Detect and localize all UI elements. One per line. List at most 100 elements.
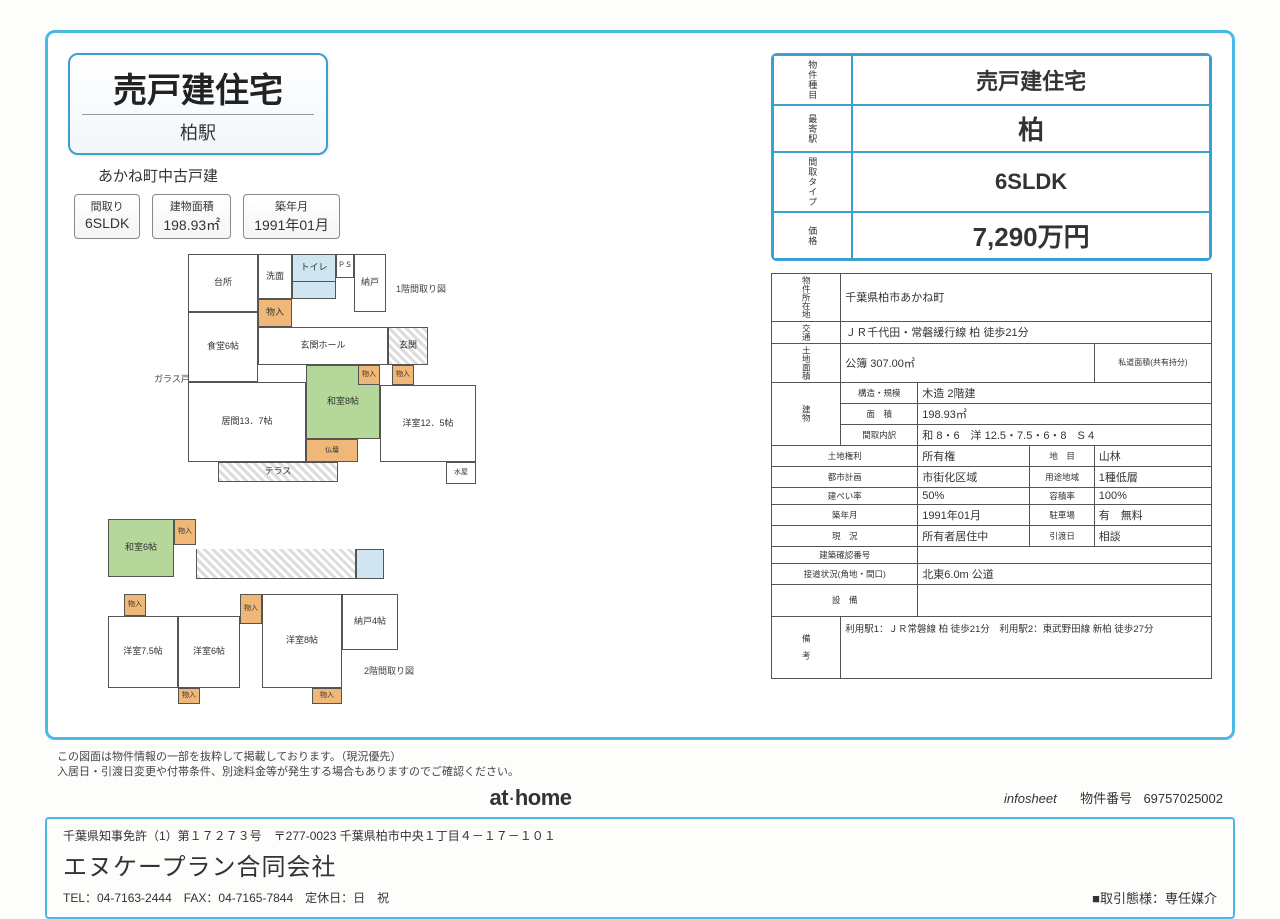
dv: [918, 584, 1212, 616]
dh-building: 建物: [772, 382, 841, 445]
main-frame: 売戸建住宅 柏駅 あかね町中古戸建 間取り 6SLDK 建物面積 198.93㎡…: [45, 30, 1235, 740]
spec-building-area: 建物面積 198.93㎡: [152, 194, 231, 239]
dv: 1991年01月: [918, 504, 1030, 525]
dh: 地 目: [1030, 445, 1094, 466]
dv: 100%: [1094, 487, 1211, 504]
room-storage-2f-d: 物入: [178, 688, 200, 704]
summary-label: 価格: [773, 212, 852, 259]
detail-access: ＪＲ千代田・常磐緩行線 柏 徒歩21分: [841, 321, 1212, 343]
room-kitchen: 台所: [188, 254, 258, 312]
dh-structure: 構造・規模: [841, 382, 918, 403]
floorplan-1f-label: 1階間取り図: [396, 282, 446, 295]
dv: 山林: [1094, 445, 1211, 466]
spec-value: 198.93㎡: [163, 215, 220, 235]
company-block: 千葉県知事免許（1）第１７２７３号 〒277-0023 千葉県柏市中央１丁目４－…: [63, 827, 556, 907]
dh: 現 況: [772, 525, 918, 546]
spec-floorplan: 間取り 6SLDK: [74, 194, 140, 239]
dv: 市街化区域: [918, 466, 1030, 487]
spec-built: 築年月 1991年01月: [243, 194, 340, 239]
room-genkan: 玄関: [388, 327, 428, 365]
left-column: 売戸建住宅 柏駅 あかね町中古戸建 間取り 6SLDK 建物面積 198.93㎡…: [68, 53, 751, 717]
dv: 相談: [1094, 525, 1211, 546]
spec-label: 建物面積: [163, 198, 220, 214]
glass-door-label: ガラス戸: [154, 372, 190, 385]
right-column: 物件種目 売戸建住宅 最寄駅 柏 間取タイプ 6SLDK 価格 7,290万円 …: [771, 53, 1212, 717]
floorplan-2f-label: 2階間取り図: [364, 664, 414, 677]
listing-number-label: 物件番号: [1080, 791, 1132, 806]
station-title: 柏駅: [82, 119, 314, 145]
room-storage-2f-b: 物入: [124, 594, 146, 616]
room-west8: 洋室8帖: [262, 594, 342, 688]
brand-logo: at·home: [489, 785, 571, 811]
room-storage-2f-a: 物入: [174, 519, 196, 545]
room-west75: 洋室7.5帖: [108, 616, 178, 688]
infosheet-block: infosheet 物件番号 69757025002: [1004, 788, 1223, 807]
dh: 設 備: [772, 584, 918, 616]
room-west6: 洋室6帖: [178, 616, 240, 688]
dv: 所有権: [918, 445, 1030, 466]
room-storage-2f-c: 物入: [240, 594, 262, 624]
room-mizuya: 水屋: [446, 462, 476, 484]
dh-floor-area: 面 積: [841, 403, 918, 424]
company-license: 千葉県知事免許（1）第１７２７３号 〒277-0023 千葉県柏市中央１丁目４－…: [63, 827, 556, 846]
spec-value: 6SLDK: [85, 215, 129, 231]
room-storage-1f-a: 物入: [258, 299, 292, 327]
disclaimer-line1: この図面は物件情報の一部を抜粋して掲載しております。（現況優先）: [57, 750, 1235, 765]
dh: 用途地域: [1030, 466, 1094, 487]
detail-table: 物件所在地 千葉県柏市あかね町 交通 ＪＲ千代田・常磐緩行線 柏 徒歩21分 土…: [771, 273, 1212, 679]
dh: 引渡日: [1030, 525, 1094, 546]
dh: 都市計画: [772, 466, 918, 487]
dv: 1種低層: [1094, 466, 1211, 487]
room-wash: 洗面: [258, 254, 292, 299]
detail-land-area: 公簿 307.00㎡: [841, 343, 1095, 382]
dh: 接道状況(角地・間口): [772, 563, 918, 584]
room-terrace: テラス: [218, 462, 338, 482]
detail-structure: 木造 2階建: [918, 382, 1212, 403]
dh-land: 土地面積: [772, 343, 841, 382]
company-name: エヌケープラン合同会社: [63, 849, 556, 886]
wc-2f: [356, 549, 384, 579]
dv: 北東6.0m 公道: [918, 563, 1212, 584]
dh: 土地権利: [772, 445, 918, 466]
dh-location: 物件所在地: [772, 274, 841, 322]
summary-value-layout: 6SLDK: [852, 152, 1210, 212]
room-wc: トイレ: [292, 254, 336, 282]
spec-row: 間取り 6SLDK 建物面積 198.93㎡ 築年月 1991年01月: [74, 194, 751, 239]
spec-label: 間取り: [85, 198, 129, 214]
dh: 容積率: [1030, 487, 1094, 504]
room-dining: 食堂6帖: [188, 312, 258, 382]
room-tatami6: 和室6帖: [108, 519, 174, 577]
dh: 建築確認番号: [772, 546, 918, 563]
spec-value: 1991年01月: [254, 215, 329, 235]
transaction-type: ■取引態様：専任媒介: [1092, 888, 1217, 907]
summary-value-type: 売戸建住宅: [852, 55, 1210, 105]
room-living: 居間13．7帖: [188, 382, 306, 462]
mid-row: at·home infosheet 物件番号 69757025002: [45, 785, 1235, 817]
room-nando4: 納戸4帖: [342, 594, 398, 650]
dv: [918, 546, 1212, 563]
detail-layout: 和 8・6 洋 12.5・7.5・6・8 S 4: [918, 424, 1212, 445]
dh-remarks: 備 考: [772, 616, 841, 678]
summary-label: 最寄駅: [773, 105, 852, 152]
dh: 建ぺい率: [772, 487, 918, 504]
dh: 駐車場: [1030, 504, 1094, 525]
company-contact: TEL：04-7163-2444 FAX：04-7165-7844 定休日：日 …: [63, 889, 556, 908]
dv: 50%: [918, 487, 1030, 504]
summary-table: 物件種目 売戸建住宅 最寄駅 柏 間取タイプ 6SLDK 価格 7,290万円: [771, 53, 1212, 261]
room-nando: 納戸: [354, 254, 386, 312]
property-type-title: 売戸建住宅: [82, 63, 314, 115]
listing-number: 69757025002: [1143, 791, 1223, 806]
dv: 所有者居住中: [918, 525, 1030, 546]
infosheet-label: infosheet: [1004, 791, 1057, 806]
subheading: あかね町中古戸建: [98, 165, 751, 186]
corridor-2f: [196, 549, 356, 579]
room-hall: 玄関ホール: [258, 327, 388, 365]
dh: 築年月: [772, 504, 918, 525]
detail-remarks: 利用駅1：ＪＲ常磐線 柏 徒歩21分 利用駅2：東武野田線 新柏 徒歩27分: [841, 616, 1212, 678]
room-west12: 洋室12．5帖: [380, 385, 476, 462]
room-ps: ＰＳ: [336, 254, 354, 278]
dv: 有 無料: [1094, 504, 1211, 525]
room-storage-1f-b: 物入: [358, 365, 380, 385]
detail-floor-area: 198.93㎡: [918, 403, 1212, 424]
title-box: 売戸建住宅 柏駅: [68, 53, 328, 155]
